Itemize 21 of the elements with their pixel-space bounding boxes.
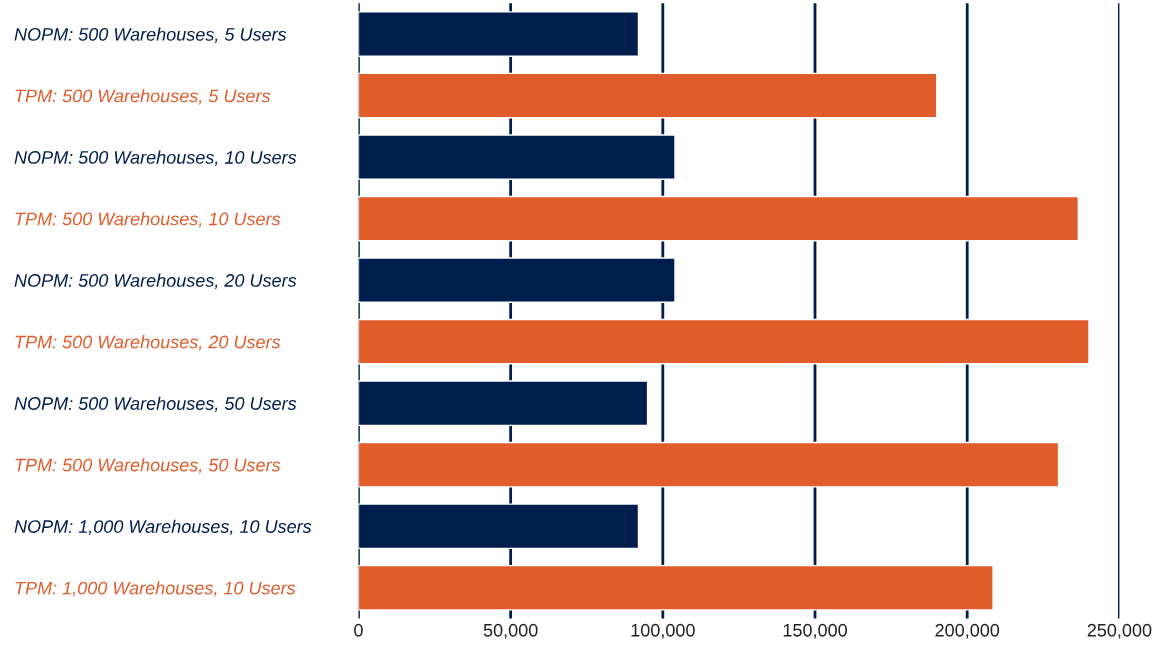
x-tick-label: 250,000 — [1087, 623, 1152, 639]
y-tick-label: TPM: 500 Warehouses, 20 Users — [15, 335, 281, 351]
y-tick-label: NOPM: 500 Warehouses, 5 Users — [14, 27, 287, 43]
y-tick-label: NOPM: 1,000 Warehouses, 10 Users — [14, 519, 312, 536]
x-tick-label: 100,000 — [631, 623, 695, 639]
bar — [358, 441, 1060, 488]
bar — [358, 318, 1090, 365]
x-tick-label: 150,000 — [783, 623, 847, 639]
y-tick-label: NOPM: 500 Warehouses, 50 Users — [14, 396, 297, 413]
bar — [358, 72, 938, 119]
y-tick-label: NOPM: 500 Warehouses, 10 Users — [14, 150, 297, 166]
y-tick-label: TPM: 500 Warehouses, 50 Users — [15, 458, 281, 474]
bar — [358, 195, 1080, 242]
y-tick-label: TPM: 500 Warehouses, 5 Users — [15, 89, 271, 105]
bar — [358, 564, 994, 611]
y-tick-label: NOPM: 500 Warehouses, 20 Users — [14, 273, 297, 289]
x-tick-label: 200,000 — [935, 623, 1000, 639]
x-tick-label: 50,000 — [483, 623, 538, 639]
x-tick-label: 0 — [354, 623, 363, 637]
y-tick-label: TPM: 500 Warehouses, 10 Users — [15, 212, 281, 228]
y-tick-label: TPM: 1,000 Warehouses, 10 Users — [15, 581, 296, 597]
